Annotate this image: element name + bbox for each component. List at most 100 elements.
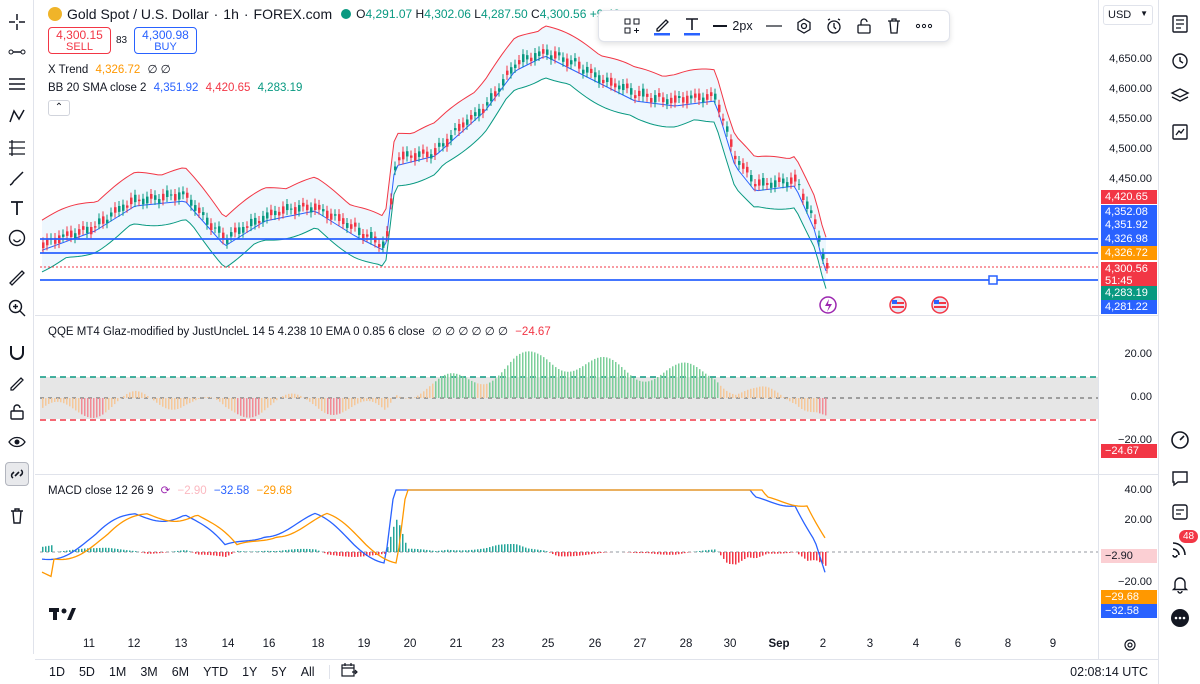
delete-icon[interactable] (883, 15, 905, 37)
link-icon[interactable] (5, 462, 29, 486)
watchlist-icon[interactable] (1168, 12, 1192, 36)
target-icon[interactable] (1168, 428, 1192, 452)
qqe-bar (420, 393, 422, 398)
qqe-bar (72, 398, 74, 409)
chart-area[interactable] (35, 0, 1098, 660)
crosshair-icon[interactable] (5, 10, 29, 34)
ruler-icon[interactable] (5, 266, 29, 290)
xtrend-legend[interactable]: X Trend 4,326.72 ∅ ∅ (48, 62, 171, 76)
candle-body (622, 83, 625, 91)
eye-icon[interactable] (5, 430, 29, 454)
brush-icon[interactable] (5, 166, 29, 190)
time-tick: 30 (723, 638, 737, 650)
time-axis[interactable]: 11 12 13 14 16 18 19 20 21 23 25 26 27 28 30 Sep 2 3 4 6 8 9 (35, 632, 1098, 658)
bb-legend[interactable]: BB 20 SMA close 2 4,351.92 4,420.65 4,28… (48, 82, 302, 94)
range-3m[interactable]: 3M (140, 665, 158, 679)
macd-bar (753, 552, 755, 559)
trash-icon[interactable] (5, 504, 29, 528)
line-handle[interactable] (988, 275, 998, 285)
lightning-event-icon[interactable] (819, 296, 837, 314)
price-axis[interactable]: USD ▼ 4,650.00 4,600.00 4,550.00 4,500.00… (1098, 0, 1158, 660)
candle-body (90, 226, 93, 235)
macd-bar (231, 552, 233, 554)
text-icon[interactable] (5, 196, 29, 220)
line-width-button[interactable]: 2px (711, 15, 755, 37)
alerts-clock-icon[interactable] (1168, 48, 1192, 72)
lock-drawing-icon[interactable] (5, 370, 29, 394)
close-value: 4,300.56 (539, 7, 587, 21)
alert-icon[interactable] (823, 15, 845, 37)
chart-canvas[interactable] (35, 0, 1098, 660)
candle-body (286, 204, 289, 211)
magnet-icon[interactable] (5, 340, 29, 364)
range-ytd[interactable]: YTD (203, 665, 229, 679)
symbol-interval[interactable]: 1h (223, 6, 239, 22)
more-icon[interactable] (913, 15, 935, 37)
range-1d[interactable]: 1D (49, 665, 65, 679)
candle-body (126, 205, 129, 208)
chat-icon[interactable] (1168, 466, 1192, 490)
line-style-icon[interactable] (763, 15, 785, 37)
help-icon[interactable] (1168, 606, 1192, 630)
macd-bar (522, 546, 524, 552)
macd-bar (777, 552, 779, 554)
range-6m[interactable]: 6M (171, 665, 190, 679)
qqe-bar (375, 398, 377, 404)
data-window-icon[interactable] (1168, 120, 1192, 144)
macd-bar (468, 550, 470, 552)
pane-separator[interactable] (35, 474, 1158, 475)
range-5d[interactable]: 5D (78, 665, 95, 679)
lock-icon[interactable] (853, 15, 875, 37)
line-color-icon[interactable] (651, 15, 673, 37)
notifications-bell-icon[interactable] (1168, 572, 1192, 596)
layers-icon[interactable] (1168, 84, 1192, 108)
candle-body (526, 55, 529, 60)
templates-icon[interactable] (621, 15, 643, 37)
text-color-icon[interactable] (681, 15, 703, 37)
date-range-icon[interactable] (340, 662, 358, 683)
axis-settings-icon[interactable] (1123, 638, 1137, 652)
candle-body (558, 52, 561, 56)
qqe-legend[interactable]: QQE MT4 Glaz-modified by JustUncleL 14 5… (48, 324, 551, 338)
trend-line-icon[interactable] (5, 40, 29, 64)
qqe-histogram (42, 351, 827, 418)
buy-button[interactable]: 4,300.98 BUY (134, 27, 197, 54)
pattern-icon[interactable] (5, 104, 29, 128)
macd-bar (78, 549, 80, 552)
candle-body (614, 83, 617, 88)
fib-icon[interactable] (5, 136, 29, 160)
us-flag-event-icon[interactable] (931, 296, 949, 314)
candle-body (354, 222, 357, 227)
sell-button[interactable]: 4,300.15 SELL (48, 27, 111, 54)
qqe-bar (717, 382, 719, 398)
collapse-legend-button[interactable]: ⌃ (48, 100, 70, 116)
candle-body (102, 216, 105, 224)
utc-clock[interactable]: 02:08:14 UTC (1070, 665, 1148, 679)
emoji-icon[interactable] (5, 226, 29, 250)
qqe-bar (549, 362, 551, 398)
range-1y[interactable]: 1Y (242, 665, 258, 679)
candle-body (726, 126, 729, 132)
symbol-name[interactable]: Gold Spot / U.S. Dollar (67, 6, 209, 22)
horizontal-lines-icon[interactable] (5, 72, 29, 96)
zoom-in-icon[interactable] (5, 296, 29, 320)
currency-selector[interactable]: USD ▼ (1103, 5, 1153, 25)
settings-icon[interactable] (793, 15, 815, 37)
candle-body (738, 160, 741, 165)
macd-bar (330, 552, 332, 555)
range-5y[interactable]: 5Y (271, 665, 287, 679)
low-value: 4,287.50 (480, 7, 528, 21)
lock-icon[interactable] (5, 400, 29, 424)
macd-legend[interactable]: MACD close 12 26 9 ⟳ −2.90 −32.58 −29.68 (48, 483, 292, 497)
qqe-bar (183, 398, 185, 407)
qqe-bar (384, 398, 386, 410)
qqe-bar (573, 370, 575, 398)
us-flag-event-icon[interactable] (889, 296, 907, 314)
ideas-icon[interactable] (1168, 500, 1192, 524)
range-all[interactable]: All (300, 665, 315, 679)
qqe-bar (426, 388, 428, 398)
candle-body (662, 97, 665, 103)
range-1m[interactable]: 1M (108, 665, 127, 679)
stream-icon[interactable] (1168, 536, 1192, 560)
pane-separator[interactable] (35, 315, 1158, 316)
